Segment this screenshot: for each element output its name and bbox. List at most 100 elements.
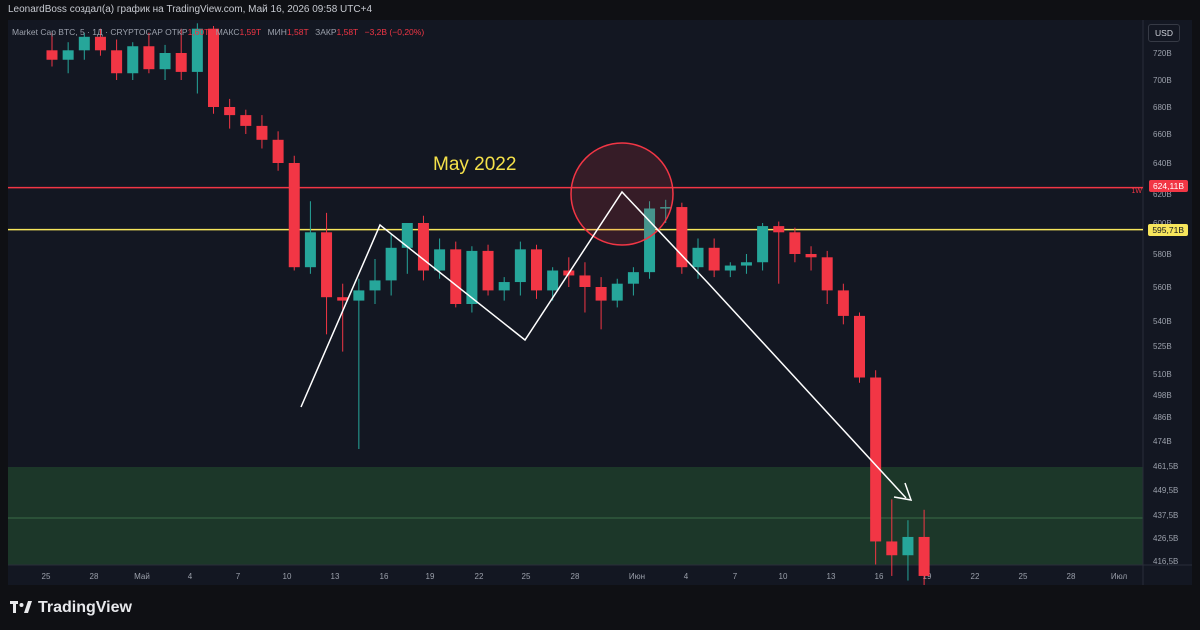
candle-body: [272, 139, 284, 163]
candle-body: [611, 283, 623, 301]
tradingview-logo-icon: [10, 601, 32, 613]
time-axis-label: 22: [971, 572, 980, 581]
candle-body: [94, 36, 106, 51]
price-axis-label: 540B: [1153, 317, 1172, 326]
candle-body: [288, 163, 300, 268]
chart-panel[interactable]: 720B 700B 680B 660B 640B 620B 600B 580B 560B 540B…: [8, 20, 1192, 585]
currency-button[interactable]: USD: [1148, 24, 1180, 42]
time-axis-label: 10: [779, 572, 788, 581]
candle-body: [644, 208, 656, 273]
candle-body: [692, 247, 704, 268]
price-axis-label: 486B: [1153, 413, 1172, 422]
legend-high-label: МАКС: [215, 27, 240, 37]
candle-body: [498, 282, 510, 291]
candle-body: [466, 250, 478, 304]
candle-body: [531, 249, 542, 291]
footer: TradingView: [0, 585, 1200, 630]
price-axis-label: 560B: [1153, 283, 1172, 292]
candle-body: [401, 223, 413, 248]
time-axis-label: 28: [90, 572, 99, 581]
price-axis-label: 680B: [1153, 103, 1172, 112]
time-axis-label: 13: [827, 572, 836, 581]
candle-body: [757, 226, 769, 263]
legend-high-value: 1,59T: [239, 27, 262, 37]
price-chart[interactable]: 720B 700B 680B 660B 640B 620B 600B 580B 560B 540B…: [8, 20, 1192, 585]
price-axis-label: 525B: [1153, 342, 1172, 351]
symbol-legend: Market Cap BTC, 5 · 1Д · CRYPTOCAP ОТКР1…: [12, 27, 424, 37]
time-axis-label: Май: [134, 572, 150, 581]
legend-close-label: ЗАКР: [315, 27, 337, 37]
legend-low-label: МИН: [267, 27, 287, 37]
price-axis-label: 416,5B: [1153, 557, 1178, 566]
price-axis-label: 700B: [1153, 76, 1172, 85]
price-axis-label: 426,5B: [1153, 534, 1178, 543]
candle-body: [595, 287, 607, 301]
time-axis-label: 25: [42, 572, 51, 581]
candle-body: [321, 232, 333, 298]
candle-body: [159, 53, 171, 70]
candle-body: [111, 50, 123, 74]
time-axis-label: 7: [733, 572, 738, 581]
price-axis-label: 474B: [1153, 437, 1172, 446]
legend-open-value: 1,60T: [187, 27, 210, 37]
candle-body: [434, 249, 446, 271]
candle-body: [450, 249, 462, 304]
time-axis-label: 16: [380, 572, 389, 581]
candle-body: [886, 541, 898, 556]
tradingview-logo[interactable]: TradingView: [10, 599, 132, 617]
candle-body: [870, 377, 882, 542]
candle-body: [240, 115, 252, 126]
price-axis-label: 580B: [1153, 250, 1172, 259]
price-axis-label: 449,5B: [1153, 486, 1178, 495]
candle-body: [918, 536, 930, 576]
price-axis-bg: [1143, 20, 1192, 585]
candle-body: [789, 232, 801, 254]
candle-body: [740, 262, 752, 266]
time-axis-label: 25: [522, 572, 531, 581]
candle-body: [676, 207, 688, 268]
yellow-level-badge: 595,71B: [1148, 224, 1188, 236]
trend-zigzag-line: [300, 190, 907, 499]
time-axis-label: 16: [875, 572, 884, 581]
time-axis-label: 4: [684, 572, 689, 581]
price-axis-label: 510B: [1153, 370, 1172, 379]
legend-open-label: ОТКР: [165, 27, 188, 37]
price-axis-label: 620B: [1153, 190, 1172, 199]
may-2022-annotation: May 2022: [433, 154, 517, 175]
legend-close-value: 1,58T: [336, 27, 359, 37]
trend-arrow-head: [893, 482, 913, 501]
candle-body: [256, 125, 268, 140]
candle-body: [805, 254, 817, 258]
candle-body: [773, 226, 785, 233]
legend-change: −3,2B (−0,20%): [364, 27, 425, 37]
price-axis-label: 461,5B: [1153, 462, 1178, 471]
time-axis-label: 19: [426, 572, 435, 581]
candle-body: [175, 53, 187, 72]
candle-body: [385, 247, 397, 281]
level-timeframe-label: 1W: [1131, 188, 1143, 195]
candle-body: [482, 250, 494, 291]
candle-body: [369, 280, 381, 291]
candle-body: [660, 207, 672, 209]
time-axis-label: 7: [236, 572, 241, 581]
time-axis-label: 10: [283, 572, 292, 581]
candle-body: [708, 247, 720, 271]
support-zone: [8, 467, 1143, 565]
legend-low-value: 1,58T: [286, 27, 309, 37]
candle-body: [627, 272, 639, 284]
price-axis-label: 600B: [1153, 219, 1172, 228]
candle-body: [337, 297, 349, 301]
time-axis-label: Июн: [629, 572, 645, 581]
price-axis-label: 720B: [1153, 49, 1172, 58]
candle-body: [821, 257, 833, 291]
price-axis-label: 640B: [1153, 159, 1172, 168]
time-axis-label: 4: [188, 572, 193, 581]
brand-name: TradingView: [38, 599, 132, 616]
candle-body: [208, 28, 219, 108]
candle-body: [417, 223, 429, 271]
candle-body: [353, 290, 365, 301]
candle-body: [837, 290, 849, 316]
chart-attribution: LeonardBoss создал(а) график на TradingV…: [0, 0, 1200, 20]
candle-body: [127, 46, 139, 74]
time-axis-label: 28: [571, 572, 580, 581]
